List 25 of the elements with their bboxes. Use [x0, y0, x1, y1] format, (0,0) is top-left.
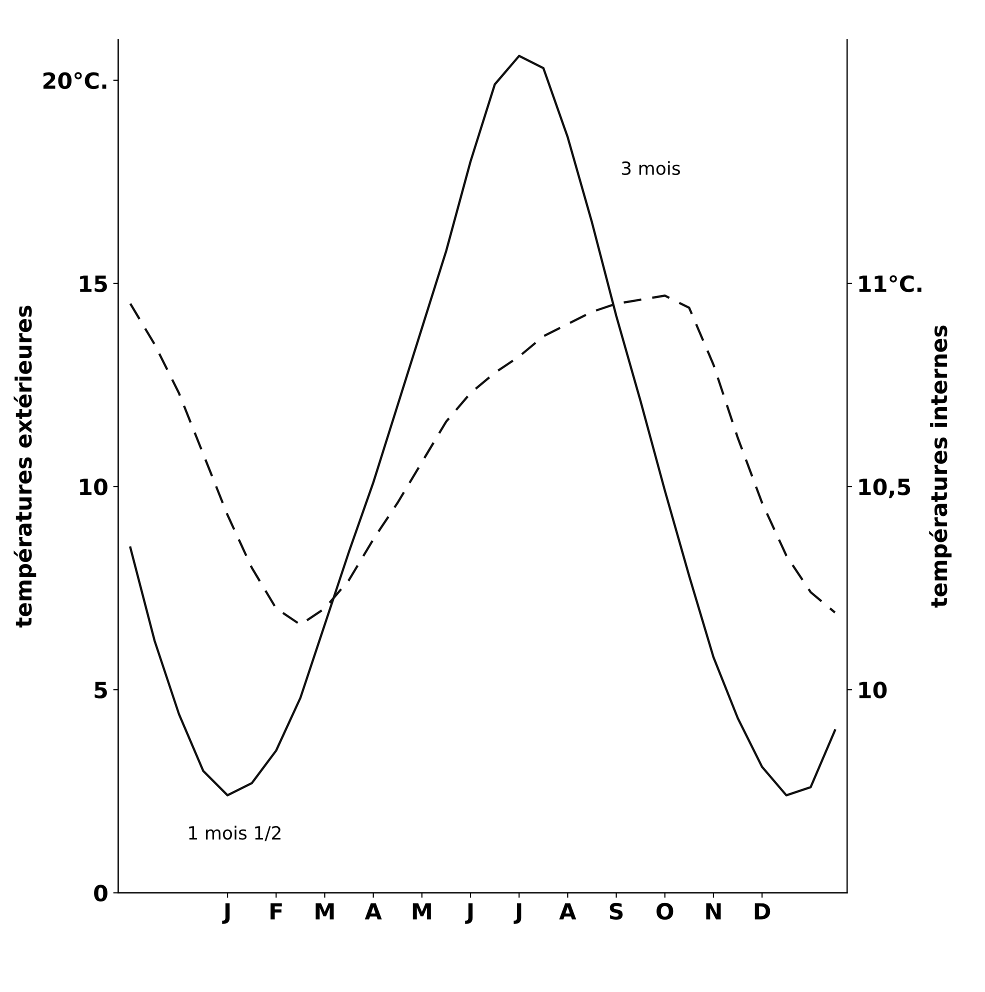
y2-tick-label: 10,5	[859, 478, 910, 498]
line-series	[129, 54, 836, 796]
y-axis-title: températures extérieures	[14, 306, 36, 628]
annotation: 1 mois 1/2	[189, 826, 280, 842]
x-tick-label: J	[514, 903, 522, 924]
y-tick-label: 0	[94, 884, 108, 902]
y2-tick-label: 10	[859, 682, 887, 698]
annotation: 3 mois	[622, 161, 680, 176]
x-tick-label: J	[465, 903, 473, 924]
x-tick-label: N	[706, 903, 721, 920]
x-tick-label: M	[412, 903, 431, 920]
x-tick-label: A	[559, 903, 576, 920]
y-tick-label: 5	[94, 682, 107, 698]
x-tick-label: J	[222, 903, 230, 924]
x-tick-label: S	[610, 902, 623, 920]
x-tick-label: M	[316, 903, 334, 920]
y-tick-label: 15	[80, 276, 107, 292]
x-tick-label: D	[754, 903, 770, 920]
y-tick-label: 10	[80, 478, 108, 496]
y2-axis-title: températures internes	[929, 326, 952, 608]
x-tick-label: O	[656, 902, 674, 920]
x-tick-label: F	[270, 903, 282, 920]
x-tick-label: A	[364, 903, 382, 920]
y-tick-label: 20°C.	[43, 72, 106, 90]
y2-tick-label: 11°C.	[859, 275, 922, 292]
